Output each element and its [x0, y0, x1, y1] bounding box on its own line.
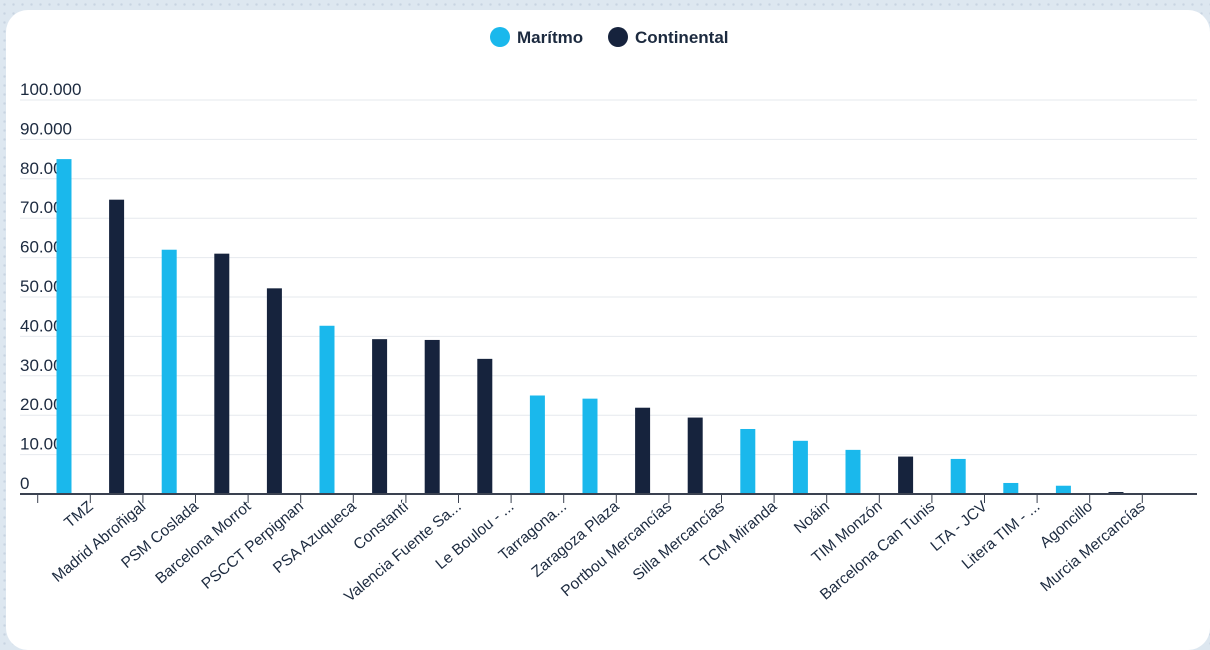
bar-maritmo-litera-tim[interactable] — [1003, 482, 1019, 494]
bar-continental-barcelona-morrot[interactable] — [214, 253, 230, 494]
bars — [56, 159, 1124, 495]
legend-marker-maritimo[interactable] — [490, 27, 510, 47]
bar-maritmo-tarragona[interactable] — [529, 395, 545, 495]
y-tick-label: 90.000 — [20, 119, 72, 138]
legend[interactable]: Marítmo Continental — [490, 27, 729, 47]
bar-maritmo-psm-coslada[interactable] — [161, 249, 177, 494]
bar-continental-pscct-perpignan[interactable] — [266, 288, 282, 494]
bar-maritmo-tim-monzon[interactable] — [845, 449, 861, 494]
x-tick-label: Zaragoza Plaza — [528, 498, 622, 581]
bar-maritmo-zaragoza-plaza[interactable] — [582, 398, 598, 494]
x-axis — [20, 493, 1197, 503]
bar-maritmo-tmz[interactable] — [56, 159, 72, 494]
x-tick-label: Barcelona Morrot — [152, 498, 255, 588]
bar-continental-madrid-abronigal[interactable] — [109, 199, 125, 494]
bar-maritmo-tcm-miranda[interactable] — [740, 428, 756, 494]
x-tick-label: TMZ — [61, 498, 96, 532]
x-tick-label: Noáin — [791, 498, 833, 537]
y-tick-label: 100.000 — [20, 80, 81, 99]
bar-maritmo-lta-jcv[interactable] — [950, 458, 966, 494]
bar-maritmo-psa-azuqueca[interactable] — [319, 325, 335, 494]
legend-marker-continental[interactable] — [608, 27, 628, 47]
legend-label-maritimo[interactable]: Marítmo — [517, 28, 583, 47]
legend-label-continental[interactable]: Continental — [635, 28, 729, 47]
bar-continental-silla-mercancias[interactable] — [687, 417, 703, 494]
bar-continental-constanti[interactable] — [372, 339, 388, 494]
y-axis-ticks: 010.00020.00030.00040.00050.00060.00070.… — [20, 80, 81, 493]
bar-continental-le-boulou[interactable] — [477, 358, 493, 494]
bar-continental-portbou-mercancias[interactable] — [635, 407, 651, 494]
bar-continental-valencia-fuente-sa[interactable] — [424, 339, 440, 494]
x-tick-label: Silla Mercancías — [630, 498, 728, 584]
chart-card — [6, 10, 1210, 650]
bar-maritmo-agoncillo[interactable] — [1055, 485, 1071, 494]
bar-chart: 010.00020.00030.00040.00050.00060.00070.… — [20, 27, 1197, 606]
y-tick-label: 0 — [20, 474, 29, 493]
bar-maritmo-noain[interactable] — [792, 440, 808, 494]
x-tick-label: Madrid Abroñigal — [49, 498, 149, 586]
bar-continental-barcelona-can-tunis[interactable] — [898, 456, 914, 494]
gridlines — [20, 99, 1197, 456]
